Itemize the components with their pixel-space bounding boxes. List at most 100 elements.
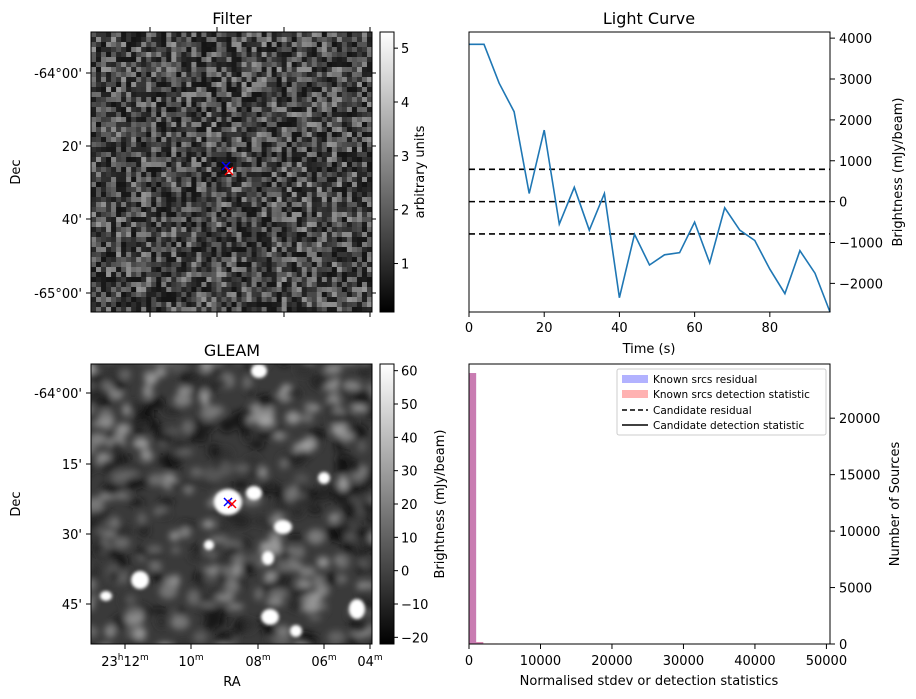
gleam-y-label: Dec	[9, 491, 24, 516]
gleam-source	[251, 364, 267, 378]
lightcurve-x-tick-label: 20	[536, 321, 553, 336]
gleam-source	[290, 625, 302, 637]
lightcurve-title: Light Curve	[603, 9, 695, 28]
gleam-source	[204, 540, 214, 550]
filter-candidate-marker-blue	[221, 161, 231, 171]
legend-label-detection: Known srcs detection statistic	[653, 389, 810, 401]
gleam-x-tick-label: 06m	[311, 653, 336, 670]
histogram-bar	[476, 641, 484, 644]
gleam-x-tick-label: 08m	[245, 653, 270, 670]
histogram-x-label: Normalised stdev or detection statistics	[520, 674, 779, 689]
lightcurve-y-tick-label: 2000	[839, 114, 872, 129]
histogram-x-tick-label: 10000	[520, 654, 561, 669]
filter-colorbar-tick: 3	[401, 150, 409, 165]
lightcurve-y-tick-label: 1000	[839, 155, 872, 170]
lightcurve-y-tick-label: 0	[839, 196, 847, 211]
lightcurve-y-tick-label: −2000	[839, 277, 883, 292]
histogram-y-tick-label: 5000	[839, 582, 872, 597]
lightcurve-y-tick-label: −1000	[839, 237, 883, 252]
lightcurve-x-tick-label: 0	[465, 321, 473, 336]
gleam-colorbar-tick: 40	[401, 431, 418, 446]
gleam-source	[274, 520, 292, 534]
gleam-candidate-marker-red	[227, 499, 237, 509]
filter-y-tick-label: -65°00'	[34, 287, 82, 302]
gleam-source	[318, 472, 330, 484]
filter-frame	[90, 31, 373, 313]
histogram-x-tick-label: 20000	[591, 654, 632, 669]
lightcurve-panel: Light Curve 0 20 40 60 80 4000 3000 2000 1000 0 −1…	[465, 9, 906, 357]
histogram-x-tick-label: 0	[465, 654, 473, 669]
histogram-frame	[468, 363, 831, 645]
legend-swatch-detection	[622, 390, 648, 398]
gleam-image	[91, 364, 372, 644]
filter-panel: Filter -64°00' 20' 40' -65°00' Dec 1 2 3 4 5 ar…	[9, 9, 428, 317]
filter-colorbar-bar	[379, 31, 395, 313]
filter-colorbar-tick: 2	[401, 204, 409, 219]
legend-label-residual: Known srcs residual	[653, 374, 757, 386]
filter-title: Filter	[212, 9, 252, 28]
filter-colorbar-tick: 1	[401, 258, 409, 273]
gleam-colorbar: 60 50 40 30 20 10 0 −10 −20	[379, 363, 428, 646]
histogram-legend: Known srcs residual Known srcs detection…	[616, 368, 827, 436]
legend-label-cand-residual: Candidate residual	[653, 405, 752, 417]
gleam-y-tick-label: 30'	[62, 528, 82, 543]
legend-label-cand-detection: Candidate detection statistic	[653, 420, 805, 432]
gleam-source	[261, 609, 279, 625]
gleam-y-tick-label: 45'	[62, 598, 82, 613]
histogram-bar	[469, 373, 477, 644]
filter-y-tick-label: -64°00'	[34, 67, 82, 82]
gleam-source	[100, 591, 112, 601]
gleam-y-tick-label: -64°00'	[34, 387, 82, 402]
gleam-colorbar-tick: 10	[401, 531, 418, 546]
gleam-source	[262, 551, 274, 565]
gleam-colorbar-tick: 0	[401, 565, 409, 580]
gleam-colorbar-tick: −20	[401, 631, 428, 646]
gleam-markers	[223, 497, 237, 509]
gleam-colorbar-bar	[379, 363, 395, 645]
gleam-x-label: RA	[223, 675, 241, 690]
filter-candidate-marker-red	[224, 166, 234, 176]
lightcurve-frame	[468, 31, 831, 313]
gleam-x-tick-label: 23h12m	[101, 653, 149, 670]
gleam-source	[349, 599, 365, 619]
filter-colorbar-label: arbitrary units	[413, 125, 428, 218]
histogram-y-tick-label: 15000	[839, 469, 880, 484]
filter-colorbar-tick: 4	[401, 96, 409, 111]
gleam-colorbar-tick: 60	[401, 365, 418, 380]
lightcurve-y-tick-label: 4000	[839, 32, 872, 47]
lightcurve-x-label: Time (s)	[622, 342, 676, 357]
gleam-x-tick-label: 04m	[357, 653, 382, 670]
gleam-source	[131, 571, 149, 589]
histogram-bar	[469, 373, 477, 644]
gleam-colorbar-label: Brightness (mJy/beam)	[433, 430, 448, 579]
legend-swatch-residual	[622, 375, 648, 383]
histogram-y-tick-label: 10000	[839, 525, 880, 540]
gleam-x-tick-label: 10m	[178, 653, 203, 670]
histogram-bar	[476, 642, 484, 644]
filter-colorbar: 1 2 3 4 5	[372, 31, 409, 313]
filter-image	[91, 32, 373, 313]
legend-box	[616, 368, 827, 436]
histogram-y-tick-label: 20000	[839, 412, 880, 427]
gleam-colorbar-tick: 30	[401, 465, 418, 480]
histogram-plot: 0 10000 20000 30000 40000 5000005000100001500…	[465, 373, 880, 669]
histogram-y-label: Number of Sources	[888, 442, 903, 567]
filter-y-ticks: -64°00' 20' 40' -65°00'	[34, 27, 371, 317]
filter-y-tick-label: 40'	[62, 213, 82, 228]
lightcurve-y-label: Brightness (mJy/beam)	[891, 98, 906, 247]
lightcurve-x-tick-label: 60	[686, 321, 703, 336]
gleam-panel: GLEAM -64°00' 15' 30' 45' 23h12m 10m 08m 06m 04m…	[9, 341, 448, 690]
filter-y-label: Dec	[9, 159, 24, 184]
histogram-x-tick-label: 50000	[806, 654, 847, 669]
lightcurve-y-tick-label: 3000	[839, 73, 872, 88]
histogram-panel: 0 10000 20000 30000 40000 5000005000100001500…	[465, 363, 903, 689]
histogram-y-tick-label: 0	[839, 638, 847, 653]
filter-colorbar-tick: 5	[401, 42, 409, 57]
histogram-x-tick-label: 30000	[663, 654, 704, 669]
gleam-title: GLEAM	[204, 341, 260, 360]
gleam-colorbar-tick: −10	[401, 598, 428, 613]
filter-markers	[221, 161, 234, 176]
histogram-x-tick-label: 40000	[734, 654, 775, 669]
gleam-ticks: -64°00' 15' 30' 45' 23h12m 10m 08m 06m 04m	[34, 387, 383, 670]
